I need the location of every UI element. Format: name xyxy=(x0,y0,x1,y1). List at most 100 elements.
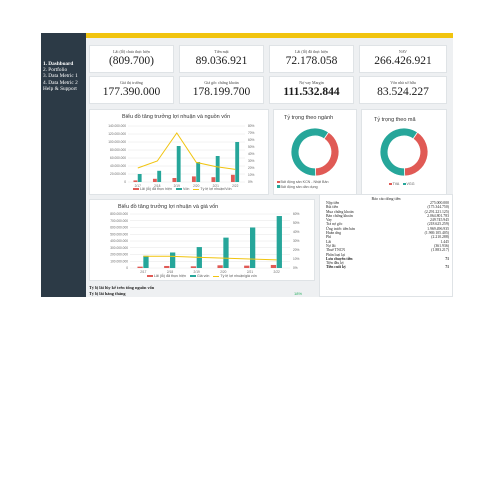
report-row-label: Tiền đầu kỳ xyxy=(326,261,345,266)
kpi-value: 89.036.921 xyxy=(195,55,248,67)
x-tick-label: 2/22 xyxy=(232,184,238,188)
y2-tick-label: 30% xyxy=(248,159,255,163)
y-tick-label: 140.000.000 xyxy=(108,124,126,128)
bar-capital xyxy=(196,162,201,182)
kpi-card-cost-basis: Giá gốc chứng khoán 178.199.700 xyxy=(179,76,264,104)
report-title: Báo cáo dòng tiền xyxy=(371,196,401,201)
y2-tick-label: 70% xyxy=(248,131,255,135)
report-row: Tiền đầu kỳ xyxy=(320,261,452,265)
kpi-card-realized-pnl: Lãi (lỗ) đã thực hiện 72.178.058 xyxy=(269,45,354,73)
sidebar-item-dashboard[interactable]: 1. Dashboard xyxy=(43,61,74,67)
y2-tick-label: 60% xyxy=(248,138,255,142)
report-row: Rút tiền (175.344.750) xyxy=(320,205,452,209)
ratio-line xyxy=(143,255,277,261)
legend-line-yellow xyxy=(213,275,220,277)
y-tick-label: 120.000.000 xyxy=(108,132,126,136)
report-row: Lãi 1.445 xyxy=(320,240,452,244)
kpi-card-market-price: Giá thị trường 177.390.000 xyxy=(89,76,174,104)
ratio-line xyxy=(137,132,236,170)
donut-card-sector: Tỷ trọng theo ngành Bất động sản KCN - N… xyxy=(273,109,357,195)
y-tick-label: 500.000.000 xyxy=(110,232,128,236)
bar-capital xyxy=(276,216,282,268)
y2-tick-label: 50% xyxy=(293,221,300,225)
kpi-label: Giá thị trường xyxy=(120,80,143,85)
report-row-value: 1.969.496.935 xyxy=(427,226,449,231)
bar-capital xyxy=(170,252,176,268)
y2-tick-label: 50% xyxy=(248,145,255,149)
y2-tick-label: 80% xyxy=(248,124,255,128)
kpi-card-owner-equity: Vốn nhà sở hữu 83.524.227 xyxy=(359,76,447,104)
legend-label: Lãi (lỗ) đã thực hiện xyxy=(154,274,186,278)
report-row-label: Nợ lãi xyxy=(326,243,336,248)
report-row-label: Bán chứng khoán xyxy=(326,213,353,218)
legend-swatch-teal xyxy=(277,185,280,188)
x-tick-label: 2/19 xyxy=(194,270,200,274)
report-rows: Nộp tiền 275.000.000 Rút tiền (175.344.750)… xyxy=(320,201,452,270)
donut-ticker xyxy=(379,127,429,177)
chart-legend: Lãi (lỗ) đã thực hiện Giá vốn Tỷ lệ lợi … xyxy=(144,274,257,278)
donut-slice-0 xyxy=(404,131,429,177)
y-tick-label: 20.000.000 xyxy=(110,172,126,176)
legend-swatch-red xyxy=(277,180,280,184)
bar-profit xyxy=(191,176,196,182)
dashboard-app: 1. Dashboard 2. Portfolio 3. Data Metric… xyxy=(41,33,453,297)
kpi-value: 111.532.844 xyxy=(283,86,340,98)
legend-swatch-teal xyxy=(175,187,182,191)
kpi-label: Nợ vay Margin xyxy=(299,80,324,85)
kpi-value: 266.426.921 xyxy=(374,55,432,67)
x-tick-label: 2/17 xyxy=(140,270,146,274)
report-row-label: Trả nợ gốc xyxy=(326,222,343,227)
sidebar-nav: 1. Dashboard 2. Portfolio 3. Data Metric… xyxy=(43,61,87,92)
chart-title: Biểu đồ tăng trưởng lợi nhuận và giá vốn xyxy=(118,204,219,210)
sidebar-item-data-metric-1[interactable]: 3. Data Metric 1 xyxy=(43,73,78,80)
sidebar-item-portfolio[interactable]: 2. Portfolio xyxy=(43,67,68,74)
y-tick-label: 0 xyxy=(124,180,126,184)
ratio-value: 18% xyxy=(294,291,303,296)
y2-tick-label: 0% xyxy=(248,180,253,184)
y-tick-label: 700.000.000 xyxy=(110,219,128,223)
donut-legend: TVA VGG xyxy=(386,182,415,186)
bar-profit xyxy=(230,174,235,182)
ratio-label: Tỷ lệ lãi hàng tháng xyxy=(89,291,126,296)
bar-profit xyxy=(133,180,138,182)
y2-tick-label: 10% xyxy=(248,173,255,177)
report-row: Lưu chuyển tiền 71 xyxy=(320,257,452,261)
report-row-value: (1.883.217) xyxy=(431,248,449,253)
legend-swatch-teal xyxy=(189,274,196,278)
kpi-value: 72.178.058 xyxy=(285,55,338,67)
bar-profit xyxy=(217,265,223,268)
y-tick-label: 40.000.000 xyxy=(110,164,126,168)
legend-label: Tỷ lệ lợi nhuận/giá vốn xyxy=(220,274,257,278)
report-row: Phân loại lại xyxy=(320,253,452,257)
y-tick-label: 800.000.000 xyxy=(110,212,128,216)
donut-slice-1 xyxy=(379,127,419,177)
donut-title: Tỷ trọng theo ngành xyxy=(284,115,334,121)
report-row: Bán chứng khoán 2.064.801.783 xyxy=(320,214,452,218)
report-row-value: 71 xyxy=(445,256,449,261)
report-row-label: Tiền cuối kỳ xyxy=(326,265,346,270)
accent-bar xyxy=(86,33,453,38)
sidebar-item-data-metric-2[interactable]: 4. Data Metric 2 xyxy=(43,79,78,86)
donut-legend: Bất động sản KCN - Nhật Bản Bất động sản… xyxy=(274,180,328,189)
report-row: Nợ lãi (361.936) xyxy=(320,244,452,248)
report-row-value: (1.969.105.405) xyxy=(424,231,449,236)
kpi-value: (809.700) xyxy=(108,55,155,67)
chart-legend: Lãi (lỗ) đã thực hiện Vốn Tỷ lệ lợi nhuậ… xyxy=(130,187,232,191)
report-row: Tiền cuối kỳ 71 xyxy=(320,265,452,269)
y-tick-label: 600.000.000 xyxy=(110,226,128,230)
legend-label: Lãi (lỗ) đã thực hiện xyxy=(140,187,172,191)
chart-title: Biểu đồ tăng trưởng lợi nhuận và nguồn v… xyxy=(122,114,231,120)
legend-label: TVA xyxy=(392,182,400,186)
y2-tick-label: 20% xyxy=(293,248,300,252)
report-row-value: (218.625.259) xyxy=(427,222,449,227)
y2-tick-label: 40% xyxy=(248,152,255,156)
sidebar-item-help-support[interactable]: Help & Support xyxy=(43,85,77,92)
chart-card-profit-capital: Biểu đồ tăng trưởng lợi nhuận và nguồn v… xyxy=(89,109,269,195)
kpi-card-unrealized-pnl: Lãi (lỗ) chưa thực hiện (809.700) xyxy=(89,45,174,73)
y2-tick-label: 20% xyxy=(248,166,255,170)
legend-label: Tỷ lệ lợi nhuận/Vốn xyxy=(200,187,232,191)
legend-label: Bất động sản dân dụng xyxy=(280,184,318,189)
report-row: Thuế TNCN (1.883.217) xyxy=(320,248,452,252)
report-row: Mua chứng khoán (2.291.221.125) xyxy=(320,210,452,214)
legend-swatch-red xyxy=(389,182,392,186)
